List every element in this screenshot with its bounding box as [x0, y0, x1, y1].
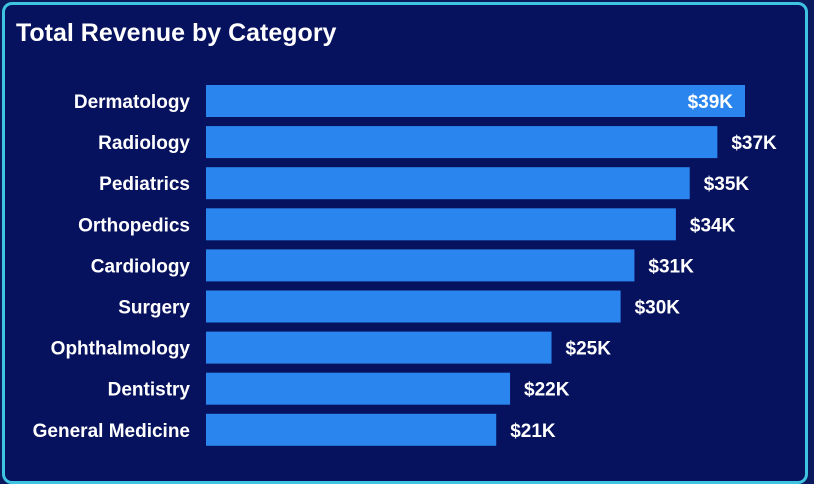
bar[interactable] [206, 372, 511, 405]
bar[interactable] [206, 331, 552, 364]
bar[interactable] [206, 208, 676, 241]
category-label: Radiology [98, 133, 190, 154]
data-label: $35K [704, 174, 750, 195]
category-label: General Medicine [33, 421, 190, 442]
bar[interactable] [206, 85, 745, 117]
data-label: $34K [690, 215, 736, 236]
category-label: Dentistry [108, 380, 191, 401]
data-label: $39K [688, 92, 734, 113]
data-label: $31K [648, 256, 694, 277]
category-label: Cardiology [91, 256, 191, 277]
data-label: $21K [510, 421, 556, 442]
chart-title: Total Revenue by Category [16, 19, 337, 47]
category-label: Orthopedics [78, 215, 190, 236]
bar[interactable] [206, 126, 718, 159]
category-label: Surgery [118, 298, 190, 319]
bar[interactable] [206, 249, 635, 282]
category-label: Ophthalmology [51, 339, 191, 360]
data-label: $22K [524, 380, 570, 401]
bar[interactable] [206, 290, 621, 323]
category-label: Dermatology [74, 92, 191, 113]
data-label: $37K [731, 133, 777, 154]
bar[interactable] [206, 167, 690, 200]
bar[interactable] [206, 413, 497, 446]
category-label: Pediatrics [99, 174, 190, 195]
data-label: $30K [635, 298, 681, 319]
data-label: $25K [566, 339, 612, 360]
